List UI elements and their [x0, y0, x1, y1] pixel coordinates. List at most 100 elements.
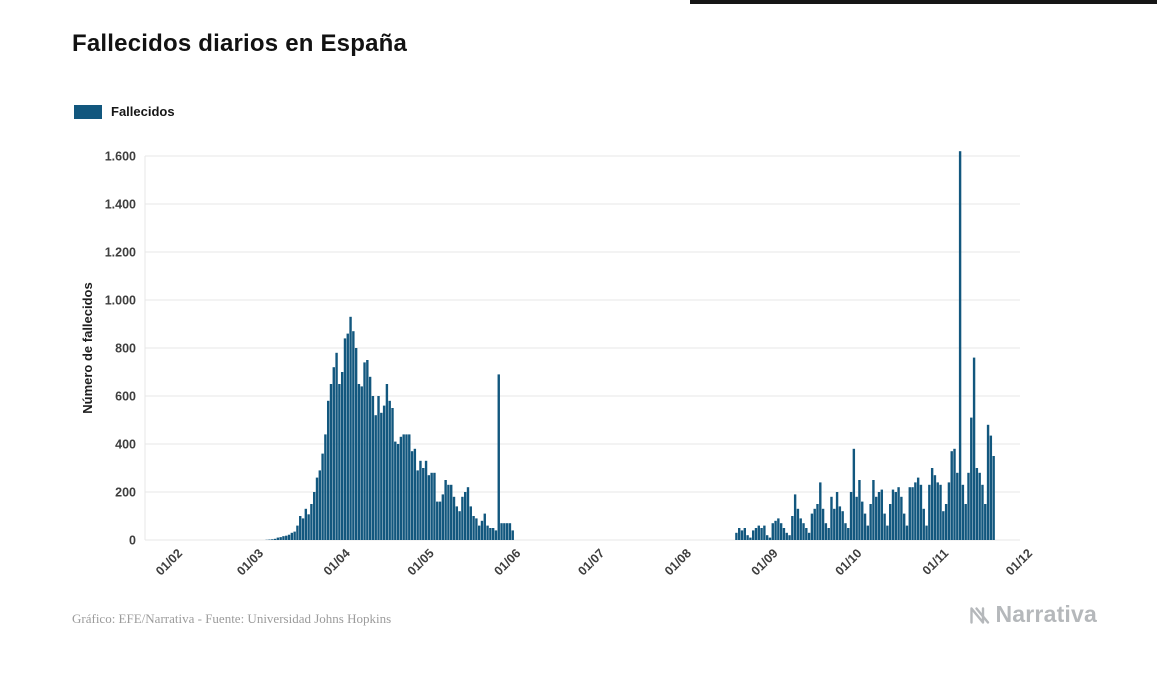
bar [511, 530, 514, 540]
bar [953, 448, 956, 540]
bar [461, 496, 464, 540]
bar [947, 482, 951, 540]
bar [875, 496, 878, 540]
bar [930, 468, 934, 540]
bar [388, 400, 391, 540]
bar [307, 514, 310, 540]
y-tick-label: 1.000 [105, 294, 136, 308]
bar [500, 523, 503, 540]
bar [821, 508, 825, 540]
bar [880, 489, 884, 540]
bar [371, 396, 375, 540]
bar [774, 520, 777, 540]
bar [296, 525, 299, 540]
narrativa-logo-text: Narrativa [995, 601, 1097, 627]
bar [279, 537, 282, 540]
bar [352, 331, 355, 540]
bar [301, 518, 305, 540]
y-tick-label: 0 [129, 534, 136, 548]
bar [276, 537, 280, 540]
bar [972, 357, 976, 540]
x-tick-label: 01/04 [321, 546, 353, 578]
bar [410, 451, 414, 540]
bar [324, 434, 327, 540]
bar [891, 489, 895, 540]
bar [763, 525, 766, 540]
x-tick-label: 01/12 [1003, 546, 1035, 578]
bar [380, 412, 383, 540]
y-tick-label: 1.600 [105, 150, 136, 164]
chart-legend: Fallecidos [74, 104, 175, 119]
bar [360, 386, 363, 540]
bar [436, 501, 439, 540]
bar [743, 528, 747, 540]
bar [958, 151, 962, 540]
bar [970, 417, 973, 540]
bar [782, 528, 786, 540]
bar [438, 501, 442, 540]
bar [751, 530, 755, 540]
bar [483, 513, 486, 540]
bar [315, 477, 319, 540]
bar [788, 535, 791, 540]
bar [942, 511, 945, 540]
bar [900, 496, 903, 540]
top-edge-strip [690, 0, 1157, 4]
bar [293, 531, 296, 540]
bar [735, 532, 738, 540]
bar [855, 496, 858, 540]
bar [494, 530, 498, 540]
bar [835, 492, 839, 540]
bar [310, 504, 313, 540]
bar [807, 532, 811, 540]
bar [989, 435, 993, 540]
chart-svg: 0 200 400 600 800 1.000 1.200 1.400 1.600 01/02 01… [80, 150, 1035, 579]
bar [810, 513, 814, 540]
bar [304, 508, 308, 540]
bar [287, 534, 291, 540]
bar [914, 482, 917, 540]
bar [847, 528, 850, 540]
bar [340, 372, 344, 540]
bar [452, 496, 456, 540]
bar [749, 537, 752, 540]
bar [408, 434, 411, 540]
bar [771, 523, 774, 540]
y-tick-label: 600 [115, 390, 136, 404]
bar [368, 376, 372, 540]
bar [908, 487, 911, 540]
bar [396, 444, 400, 540]
bar [424, 460, 428, 540]
bar [858, 480, 861, 540]
bar [813, 508, 816, 540]
bar [394, 441, 397, 540]
bar [939, 484, 942, 540]
bar [861, 501, 864, 540]
bar [377, 396, 380, 540]
bar [427, 475, 431, 540]
bar [852, 448, 856, 540]
bar [975, 468, 979, 540]
bar [480, 520, 484, 540]
bar [768, 537, 772, 540]
bar [919, 484, 923, 540]
bar [877, 492, 881, 540]
bar [760, 528, 763, 540]
bar [343, 338, 347, 540]
x-tick-label: 01/07 [575, 546, 607, 578]
bar [313, 492, 316, 540]
bar [944, 504, 948, 540]
bar [805, 528, 808, 540]
bar [447, 484, 450, 540]
bar [816, 504, 819, 540]
bar [824, 523, 828, 540]
bar [374, 415, 377, 540]
bar [458, 511, 461, 540]
bar [508, 523, 512, 540]
bar [738, 528, 741, 540]
bar [894, 492, 897, 540]
bar [382, 405, 386, 540]
bar [430, 472, 433, 540]
bar [925, 525, 928, 540]
bar [489, 528, 492, 540]
